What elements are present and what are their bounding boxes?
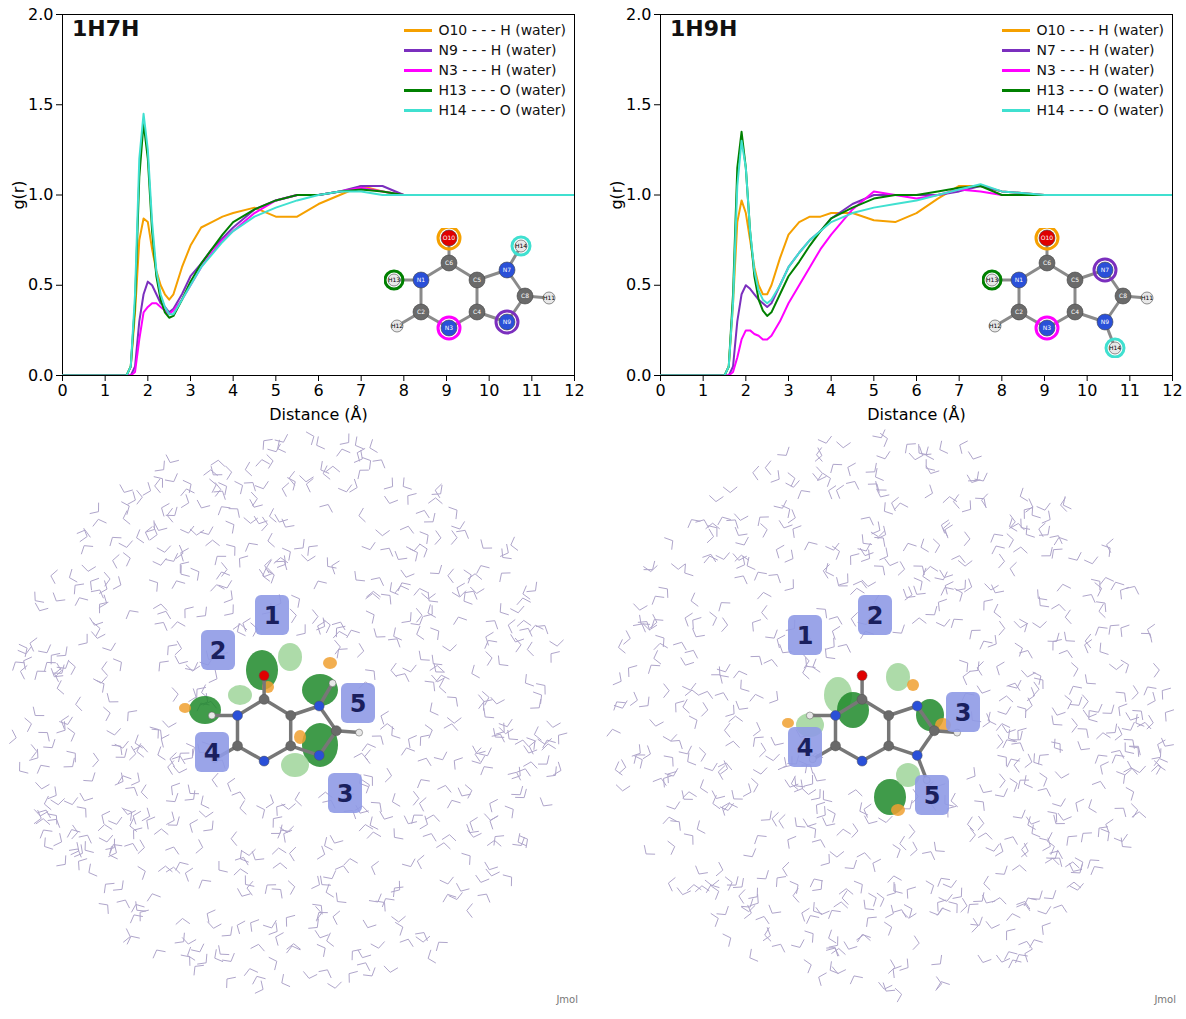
html-text:H13 - - - O (water): H13 - - - O (water) [438,82,566,98]
html-text:O10 - - - H (water): O10 - - - H (water) [438,22,566,38]
svg-text:12: 12 [564,381,584,400]
svg-text:C2: C2 [417,308,425,315]
svg-text:N3: N3 [445,324,453,331]
svg-text:H14: H14 [515,242,527,249]
svg-text:C6: C6 [1043,259,1051,266]
svg-text:3: 3 [337,780,354,808]
svg-text:1.0: 1.0 [28,185,53,204]
svg-text:2: 2 [867,602,884,630]
svg-text:2: 2 [210,637,227,665]
svg-text:0: 0 [57,381,67,400]
svg-text:4: 4 [204,739,221,767]
svg-text:1: 1 [698,381,708,400]
svg-text:Jmol: Jmol [555,994,578,1005]
html-text:N9 - - - H (water): N9 - - - H (water) [438,42,557,58]
svg-text:10: 10 [479,381,499,400]
svg-text:4: 4 [228,381,238,400]
svg-text:4: 4 [797,734,814,762]
svg-text:8: 8 [399,381,409,400]
svg-text:3: 3 [185,381,195,400]
svg-text:H11: H11 [1141,294,1153,301]
svg-text:2.0: 2.0 [28,5,53,24]
svg-text:3: 3 [783,381,793,400]
svg-text:H12: H12 [989,322,1001,329]
svg-text:H13: H13 [986,276,998,283]
svg-text:11: 11 [522,381,542,400]
svg-text:H13: H13 [388,276,400,283]
svg-text:0.5: 0.5 [626,275,651,294]
svg-text:0: 0 [655,381,665,400]
svg-text:H14: H14 [1109,344,1121,351]
svg-text:6: 6 [313,381,323,400]
svg-text:N3: N3 [1043,324,1051,331]
svg-text:O10: O10 [443,234,456,241]
svg-text:1.5: 1.5 [28,95,53,114]
svg-text:N7: N7 [1101,266,1109,273]
svg-text:C6: C6 [445,259,453,266]
svg-text:C2: C2 [1015,308,1023,315]
svg-text:9: 9 [1039,381,1049,400]
svg-text:5: 5 [271,381,281,400]
html-text:O10 - - - H (water): O10 - - - H (water) [1036,22,1164,38]
svg-text:1.0: 1.0 [626,185,651,204]
svg-text:g(r): g(r) [607,180,626,209]
svg-text:N1: N1 [1015,276,1023,283]
svg-text:C4: C4 [473,308,481,315]
svg-text:1.5: 1.5 [626,95,651,114]
html-text:N7 - - - H (water): N7 - - - H (water) [1036,42,1155,58]
svg-text:0.0: 0.0 [626,366,651,385]
svg-text:C4: C4 [1071,308,1079,315]
html-text:1H7H: 1H7H [72,16,140,41]
svg-text:7: 7 [954,381,964,400]
svg-text:12: 12 [1162,381,1182,400]
svg-text:3: 3 [955,699,972,727]
svg-text:0.0: 0.0 [28,366,53,385]
svg-text:1: 1 [264,602,281,630]
svg-text:N9: N9 [1101,318,1109,325]
html-text:N3 - - - H (water): N3 - - - H (water) [1036,62,1155,78]
svg-text:9: 9 [441,381,451,400]
svg-text:7: 7 [356,381,366,400]
svg-text:H12: H12 [391,322,403,329]
html-text:H13 - - - O (water): H13 - - - O (water) [1036,82,1164,98]
html-text:H14 - - - O (water): H14 - - - O (water) [1036,102,1164,118]
html-text:H14 - - - O (water): H14 - - - O (water) [438,102,566,118]
svg-text:g(r): g(r) [9,180,28,209]
svg-text:C8: C8 [1119,292,1127,299]
svg-text:O10: O10 [1041,234,1054,241]
svg-text:8: 8 [997,381,1007,400]
svg-text:N7: N7 [503,266,511,273]
svg-text:5: 5 [869,381,879,400]
svg-text:5: 5 [350,690,367,718]
svg-text:4: 4 [826,381,836,400]
svg-text:N9: N9 [503,318,511,325]
svg-text:0.5: 0.5 [28,275,53,294]
svg-text:C5: C5 [473,276,481,283]
html-text:1H9H: 1H9H [670,16,738,41]
svg-text:2: 2 [741,381,751,400]
svg-text:Distance (Å): Distance (Å) [269,405,367,424]
svg-text:10: 10 [1077,381,1097,400]
svg-text:2.0: 2.0 [626,5,651,24]
svg-text:Distance (Å): Distance (Å) [867,405,965,424]
svg-text:1: 1 [100,381,110,400]
svg-text:Jmol: Jmol [1153,994,1176,1005]
svg-text:2: 2 [143,381,153,400]
svg-text:C8: C8 [521,292,529,299]
svg-text:11: 11 [1120,381,1140,400]
svg-text:1: 1 [797,622,814,650]
svg-text:H11: H11 [543,294,555,301]
svg-text:C5: C5 [1071,276,1079,283]
svg-text:6: 6 [911,381,921,400]
svg-text:5: 5 [924,782,941,810]
svg-text:N1: N1 [417,276,425,283]
html-text:N3 - - - H (water): N3 - - - H (water) [438,62,557,78]
